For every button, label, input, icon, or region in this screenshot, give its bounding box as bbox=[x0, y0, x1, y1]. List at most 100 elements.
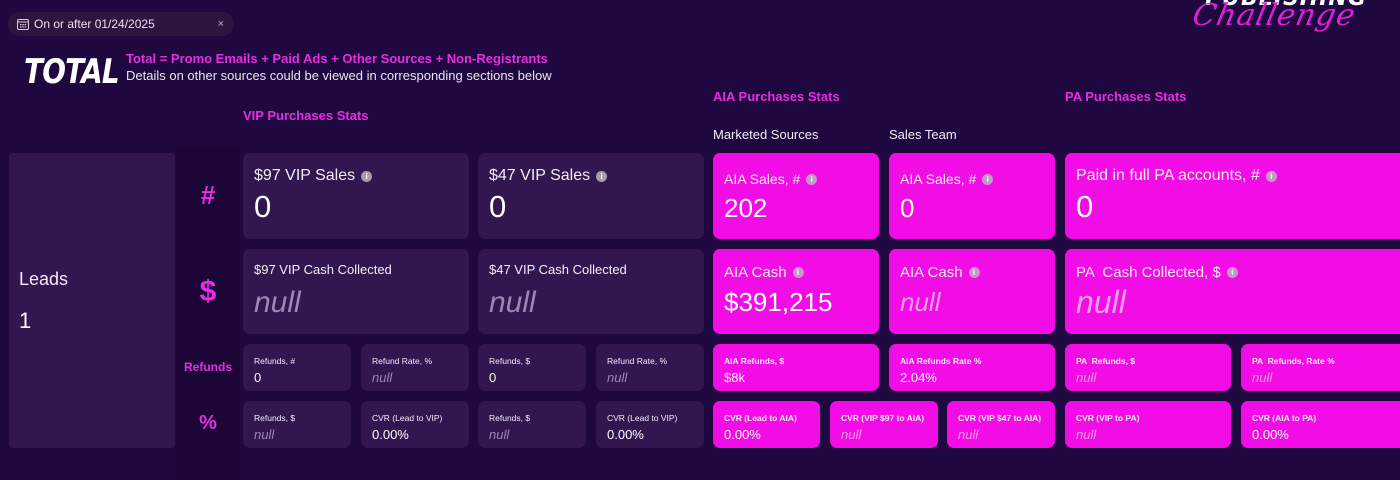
vip97-sales-value: 0 bbox=[254, 189, 272, 224]
vip47-refund-rate-value: null bbox=[607, 370, 628, 385]
aia-cvr-vip47-card: CVR (VIP $47 to AIA) null bbox=[947, 401, 1055, 448]
pa-cash-card: PA Cash Collected, $ i null bbox=[1065, 249, 1400, 334]
aia-refunds-rate-label: AIA Refunds Rate % bbox=[900, 355, 982, 366]
aia-refunds-usd-value: $8k bbox=[724, 370, 745, 385]
vip97-refunds-count-card: Refunds, # 0 bbox=[243, 344, 351, 391]
vip47-cash-card: $47 VIP Cash Collected null bbox=[478, 249, 704, 334]
info-icon[interactable]: i bbox=[792, 266, 804, 278]
leads-label: Leads bbox=[19, 269, 69, 289]
aia-marketed-sales-card: AIA Sales, # i 202 bbox=[713, 153, 879, 239]
aia-cvr-lead-label: CVR (Lead to AIA) bbox=[724, 412, 797, 423]
vip47-refunds-count-value: 0 bbox=[489, 370, 497, 385]
vip47-refund-rate-card: Refund Rate, % null bbox=[596, 344, 704, 391]
aia-refunds-rate-value: 2.04% bbox=[900, 370, 937, 385]
info-icon[interactable]: i bbox=[596, 170, 608, 182]
row-label-count: # bbox=[200, 180, 216, 210]
pa-refunds-rate-label: PA Refunds, Rate % bbox=[1252, 355, 1335, 366]
date-filter-chip[interactable]: On or after 01/24/2025 × bbox=[8, 12, 234, 36]
vip97-refund-rate-value: null bbox=[372, 370, 393, 385]
vip47-refunds-count-card: Refunds, $ 0 bbox=[478, 344, 586, 391]
vip97-cash-value: null bbox=[254, 286, 301, 319]
pa-refunds-usd-label: PA Refunds, $ bbox=[1076, 355, 1136, 366]
vip47-cvr-card: CVR (Lead to VIP) 0.00% bbox=[596, 401, 704, 448]
pa-cvr-aia-value: 0.00% bbox=[1252, 427, 1289, 442]
vip47-cvr-label: CVR (Lead to VIP) bbox=[607, 412, 678, 423]
pa-section-title: PA Purchases Stats bbox=[1065, 89, 1187, 104]
vip47-cash-value: null bbox=[489, 286, 536, 319]
info-icon[interactable]: i bbox=[806, 173, 818, 185]
pa-paid-full-label: Paid in full PA accounts, # bbox=[1076, 167, 1260, 184]
aia-sales-team-sales-label: AIA Sales, # bbox=[900, 171, 977, 187]
aia-refunds-usd-card: AIA Refunds, $ $8k bbox=[713, 344, 879, 391]
aia-cvr-vip47-value: null bbox=[958, 427, 979, 442]
vip97-refunds-usd-label: Refunds, $ bbox=[254, 412, 296, 423]
vip97-refund-rate-card: Refund Rate, % null bbox=[361, 344, 469, 391]
leads-value: 1 bbox=[19, 308, 32, 333]
vip47-cash-label: $47 VIP Cash Collected bbox=[489, 261, 627, 277]
aia-sales-team-sales-card: AIA Sales, # i 0 bbox=[889, 153, 1055, 239]
aia-marketed-sales-label: AIA Sales, # bbox=[724, 171, 801, 187]
sales-team-title: Sales Team bbox=[889, 127, 957, 142]
vip47-refunds-count-label: Refunds, $ bbox=[489, 355, 531, 366]
vip97-refunds-count-label: Refunds, # bbox=[254, 355, 296, 366]
aia-marketed-cash-label: AIA Cash bbox=[724, 263, 787, 281]
aia-cvr-vip97-card: CVR (VIP $97 to AIA) null bbox=[830, 401, 938, 448]
vip97-sales-label: $97 VIP Sales bbox=[254, 167, 356, 184]
vip97-cash-card: $97 VIP Cash Collected null bbox=[243, 249, 469, 334]
calendar-icon bbox=[17, 18, 29, 30]
vip47-cvr-value: 0.00% bbox=[607, 427, 644, 442]
vip97-refunds-count-value: 0 bbox=[254, 370, 262, 385]
pa-paid-full-card: Paid in full PA accounts, # i 0 bbox=[1065, 153, 1400, 239]
leads-card: Leads 1 bbox=[9, 153, 175, 448]
aia-sales-team-cash-value: null bbox=[900, 287, 941, 317]
aia-marketed-cash-card: AIA Cash i $391,215 bbox=[713, 249, 879, 334]
info-icon[interactable]: i bbox=[1265, 170, 1277, 182]
info-icon[interactable]: i bbox=[982, 173, 994, 185]
vip97-cash-label: $97 VIP Cash Collected bbox=[254, 261, 392, 277]
row-label-column bbox=[176, 145, 240, 480]
vip97-cvr-value: 0.00% bbox=[372, 427, 409, 442]
info-icon[interactable]: i bbox=[968, 266, 980, 278]
marketed-sources-title: Marketed Sources bbox=[713, 127, 819, 142]
aia-cvr-lead-card: CVR (Lead to AIA) 0.00% bbox=[713, 401, 820, 448]
pa-refunds-usd-card: PA Refunds, $ null bbox=[1065, 344, 1231, 391]
aia-refunds-usd-label: AIA Refunds, $ bbox=[724, 355, 785, 366]
vip97-refunds-usd-value: null bbox=[254, 427, 275, 442]
vip97-cvr-label: CVR (Lead to VIP) bbox=[372, 412, 443, 423]
aia-cvr-vip97-label: CVR (VIP $97 to AIA) bbox=[841, 412, 925, 423]
vip47-refunds-usd-value: null bbox=[489, 427, 510, 442]
pa-cvr-vip-card: CVR (VIP to PA) null bbox=[1065, 401, 1231, 448]
aia-marketed-sales-value: 202 bbox=[724, 193, 768, 223]
vip-section-title: VIP Purchases Stats bbox=[243, 108, 369, 123]
aia-cvr-vip47-label: CVR (VIP $47 to AIA) bbox=[958, 412, 1042, 423]
pa-paid-full-value: 0 bbox=[1076, 189, 1094, 224]
vip47-refund-rate-label: Refund Rate, % bbox=[607, 355, 668, 366]
publishing-challenge-logo: PUBLISHING Challenge bbox=[1185, 0, 1366, 40]
vip97-refunds-usd-card: Refunds, $ null bbox=[243, 401, 351, 448]
row-label-cash: $ bbox=[199, 275, 217, 308]
vip47-sales-card: $47 VIP Sales i 0 bbox=[478, 153, 704, 239]
row-label-percent: % bbox=[199, 412, 217, 434]
aia-section-title: AIA Purchases Stats bbox=[713, 89, 840, 104]
aia-cvr-vip97-value: null bbox=[841, 427, 862, 442]
vip47-sales-value: 0 bbox=[489, 189, 507, 224]
aia-marketed-cash-value: $391,215 bbox=[724, 287, 833, 317]
aia-sales-team-cash-label: AIA Cash bbox=[900, 263, 963, 281]
aia-cvr-lead-value: 0.00% bbox=[724, 427, 761, 442]
row-label-refunds: Refunds bbox=[184, 360, 232, 374]
aia-refunds-rate-card: AIA Refunds Rate % 2.04% bbox=[889, 344, 1055, 391]
total-formula: Total = Promo Emails + Paid Ads + Other … bbox=[126, 51, 548, 66]
vip47-sales-label: $47 VIP Sales bbox=[489, 167, 591, 184]
vip97-refund-rate-label: Refund Rate, % bbox=[372, 355, 433, 366]
clear-filter-icon[interactable]: × bbox=[217, 18, 224, 30]
info-icon[interactable]: i bbox=[361, 170, 373, 182]
pa-cash-value: null bbox=[1076, 284, 1126, 320]
page-title: TOTAL bbox=[24, 52, 120, 92]
vip97-sales-card: $97 VIP Sales i 0 bbox=[243, 153, 469, 239]
vip47-refunds-usd-label: Refunds, $ bbox=[489, 412, 531, 423]
aia-sales-team-cash-card: AIA Cash i null bbox=[889, 249, 1055, 334]
pa-refunds-rate-value: null bbox=[1252, 370, 1273, 385]
info-icon[interactable]: i bbox=[1226, 266, 1238, 278]
aia-sales-team-sales-value: 0 bbox=[900, 193, 915, 223]
